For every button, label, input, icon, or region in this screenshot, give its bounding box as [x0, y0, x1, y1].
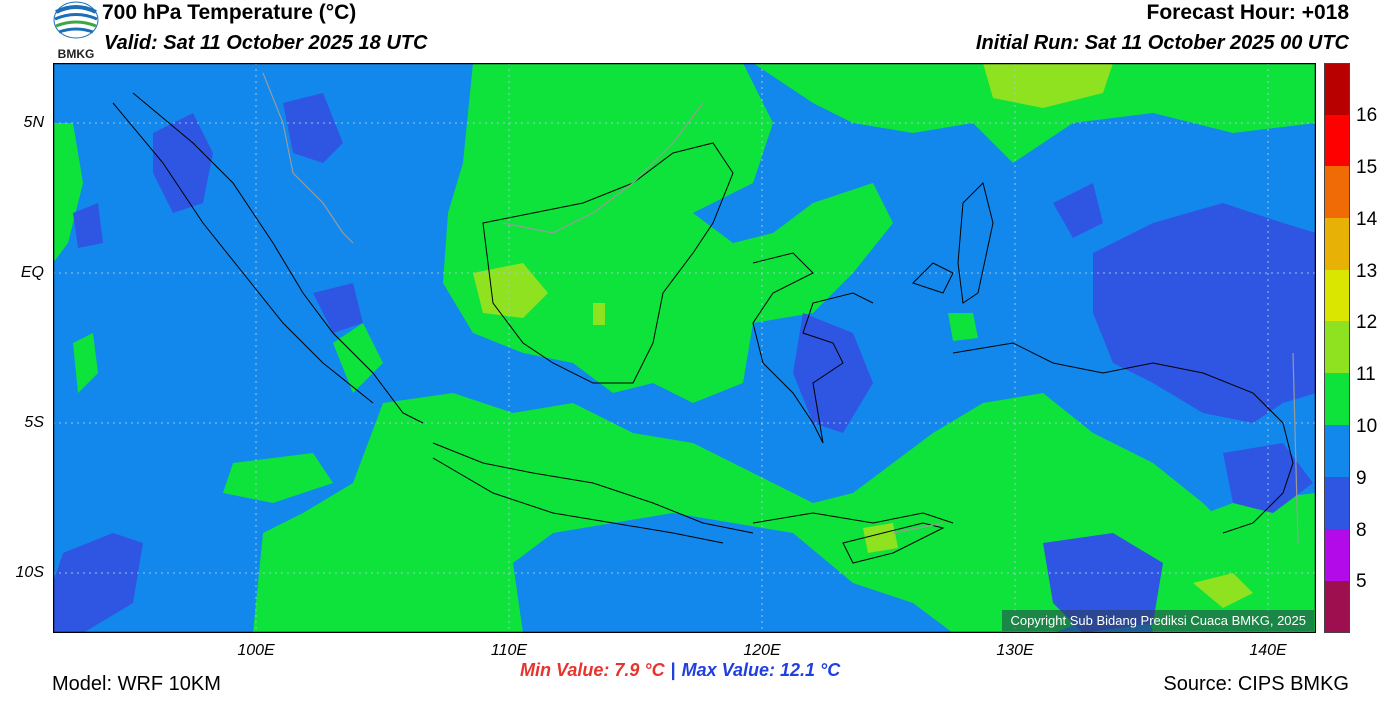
- sulawesi-coast: [752, 252, 874, 444]
- map-frame: [52, 62, 1317, 634]
- lat-label-10s: 10S: [15, 564, 44, 581]
- lat-label-5n: 5N: [23, 114, 44, 131]
- colorbar-label-8: 8: [1356, 520, 1367, 541]
- initial-run: Initial Run: Sat 11 October 2025 00 UTC: [975, 32, 1349, 54]
- lon-label-120e: 120E: [743, 642, 781, 659]
- timor-coast: [842, 522, 945, 564]
- svg-text:BMKG: BMKG: [58, 47, 95, 61]
- max-value: Max Value: 12.1 °C: [681, 660, 841, 680]
- lon-label-110e: 110E: [490, 642, 528, 659]
- borneo-coast: [482, 142, 734, 384]
- temp-11-12-region: [473, 63, 1253, 608]
- nusa-tenggara-coast: [752, 512, 954, 524]
- map-title: 700 hPa Temperature (°C): [102, 1, 357, 24]
- colorbar-label-9: 9: [1356, 468, 1367, 489]
- bmkg-logo-icon: BMKG: [53, 1, 99, 61]
- map-canvas: [52, 62, 1317, 634]
- source-label: Source: CIPS BMKG: [1163, 673, 1349, 695]
- colorbar-label-14: 14: [1356, 209, 1378, 230]
- copyright-notice: Copyright Sub Bidang Prediksi Cuaca BMKG…: [1002, 610, 1314, 631]
- grid-lines: [53, 63, 1316, 633]
- colorbar-label-12: 12: [1356, 312, 1378, 333]
- colorbar-label-16: 16: [1356, 105, 1378, 126]
- lat-label-5s: 5S: [24, 414, 44, 431]
- valid-time: Valid: Sat 11 October 2025 18 UTC: [104, 32, 428, 54]
- colorbar-label-10: 10: [1356, 416, 1378, 437]
- colorbar: [1324, 63, 1350, 633]
- lon-label-130e: 130E: [996, 642, 1034, 659]
- temperature-map: [52, 62, 1317, 634]
- colorbar-label-15: 15: [1356, 157, 1378, 178]
- colorbar-label-11: 11: [1356, 364, 1376, 385]
- colorbar-label-13: 13: [1356, 261, 1378, 282]
- forecast-hour: Forecast Hour: +018: [1146, 1, 1350, 24]
- lat-label-eq: EQ: [20, 264, 44, 281]
- temp-10-11-region: [53, 63, 1316, 633]
- min-max-separator: |: [670, 660, 676, 680]
- lon-label-100e: 100E: [237, 642, 275, 659]
- coastlines: [112, 92, 1294, 564]
- papua-coast: [952, 342, 1294, 534]
- java-coast: [432, 442, 754, 534]
- sumatra-coast: [132, 92, 424, 424]
- colorbar-label-5: 5: [1356, 571, 1367, 592]
- lon-label-140e: 140E: [1249, 642, 1287, 659]
- country-borders: [262, 72, 1299, 544]
- min-max-values: Min Value: 7.9 °C | Max Value: 12.1 °C: [520, 660, 840, 681]
- colorbar-swatches: [1324, 63, 1350, 633]
- min-value: Min Value: 7.9 °C: [520, 660, 665, 680]
- bmkg-logo: BMKG: [52, 0, 100, 62]
- model-label: Model: WRF 10KM: [52, 673, 221, 695]
